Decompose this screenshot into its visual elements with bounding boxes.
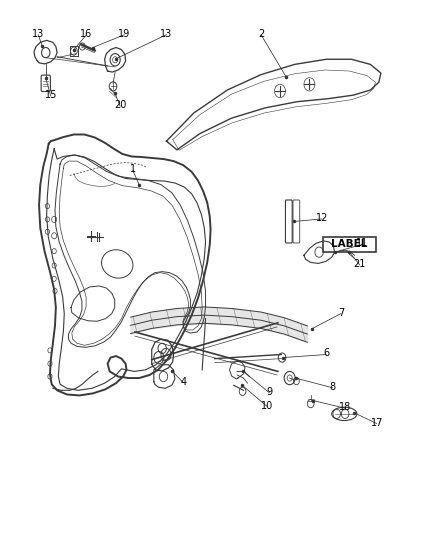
Text: 21: 21	[353, 259, 366, 269]
Text: 13: 13	[32, 29, 44, 39]
Text: 19: 19	[118, 29, 131, 39]
Text: 1: 1	[130, 164, 136, 174]
Text: 15: 15	[45, 90, 57, 100]
Text: 12: 12	[316, 213, 328, 223]
Text: 7: 7	[338, 308, 344, 318]
Text: 11: 11	[356, 238, 368, 248]
Text: 4: 4	[180, 377, 186, 386]
Text: LABEL: LABEL	[331, 239, 367, 249]
Text: 6: 6	[323, 349, 329, 359]
Text: 20: 20	[114, 100, 127, 110]
Text: 17: 17	[371, 417, 383, 427]
Text: 2: 2	[258, 29, 264, 39]
Text: 9: 9	[266, 387, 272, 397]
Bar	[70, 46, 78, 55]
Bar	[323, 237, 376, 252]
Text: 16: 16	[81, 29, 93, 39]
Text: 18: 18	[339, 402, 351, 412]
Text: 8: 8	[329, 382, 336, 392]
Text: 13: 13	[160, 29, 173, 39]
Text: 10: 10	[261, 401, 273, 411]
